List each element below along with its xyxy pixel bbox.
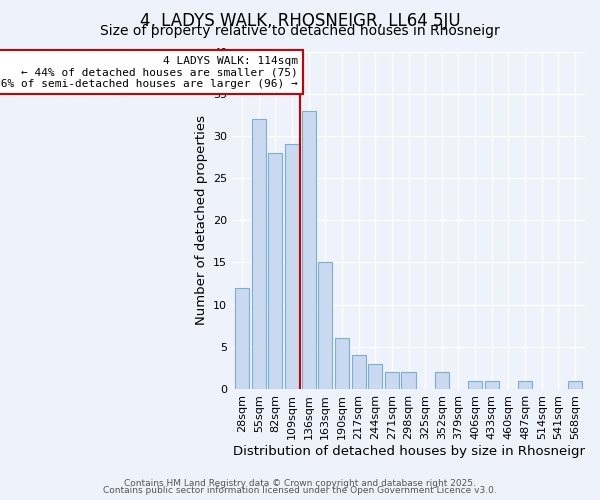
Bar (568, 380, 582, 389)
Bar (251, 119, 266, 389)
Bar (302, 110, 316, 389)
X-axis label: Distribution of detached houses by size in Rhosneigr: Distribution of detached houses by size … (233, 444, 584, 458)
Bar (468, 380, 482, 389)
Text: 4, LADYS WALK, RHOSNEIGR, LL64 5JU: 4, LADYS WALK, RHOSNEIGR, LL64 5JU (140, 12, 460, 30)
Text: 4 LADYS WALK: 114sqm
← 44% of detached houses are smaller (75)
56% of semi-detac: 4 LADYS WALK: 114sqm ← 44% of detached h… (0, 56, 298, 89)
Text: Contains HM Land Registry data © Crown copyright and database right 2025.: Contains HM Land Registry data © Crown c… (124, 478, 476, 488)
Bar (385, 372, 399, 389)
Bar (268, 152, 283, 389)
Bar (485, 380, 499, 389)
Bar (285, 144, 299, 389)
Bar (318, 262, 332, 389)
Bar (368, 364, 382, 389)
Bar (352, 355, 365, 389)
Bar (518, 380, 532, 389)
Bar (435, 372, 449, 389)
Y-axis label: Number of detached properties: Number of detached properties (194, 115, 208, 325)
Bar (401, 372, 416, 389)
Text: Contains public sector information licensed under the Open Government Licence v3: Contains public sector information licen… (103, 486, 497, 495)
Bar (235, 288, 249, 389)
Bar (335, 338, 349, 389)
Text: Size of property relative to detached houses in Rhosneigr: Size of property relative to detached ho… (100, 24, 500, 38)
